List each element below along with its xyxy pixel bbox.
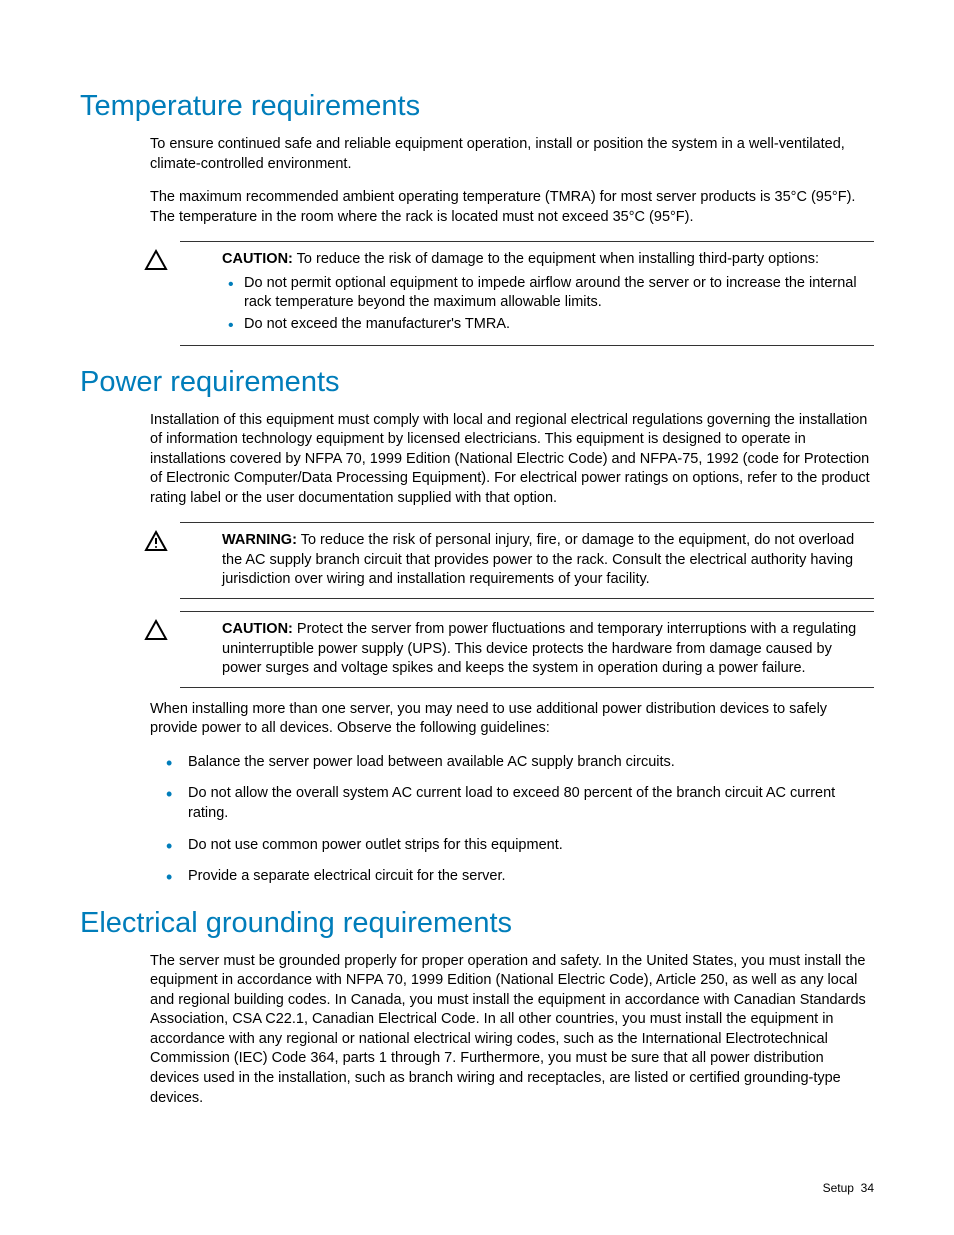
power-p1: Installation of this equipment must comp… bbox=[80, 411, 874, 509]
footer-section: Setup bbox=[823, 1181, 854, 1195]
temp-caution-box: CAUTION: To reduce the risk of damage to… bbox=[180, 241, 874, 345]
page-footer: Setup 34 bbox=[823, 1181, 874, 1195]
temp-caution-bullet: Do not permit optional equipment to impe… bbox=[244, 274, 874, 313]
caution-label: CAUTION: bbox=[222, 621, 293, 637]
power-p2: When installing more than one server, yo… bbox=[80, 700, 874, 739]
footer-page: 34 bbox=[861, 1181, 874, 1195]
grounding-p1: The server must be grounded properly for… bbox=[80, 952, 874, 1109]
temp-p2: The maximum recommended ambient operatin… bbox=[80, 188, 874, 227]
caution-label: CAUTION: bbox=[222, 251, 293, 267]
caution-icon bbox=[144, 618, 168, 642]
power-bullet: Do not use common power outlet strips fo… bbox=[188, 836, 874, 856]
caution-text: Protect the server from power fluctuatio… bbox=[222, 621, 856, 676]
caution-lead: To reduce the risk of damage to the equi… bbox=[297, 251, 819, 267]
heading-power: Power requirements bbox=[80, 366, 874, 399]
power-warning-box: WARNING: To reduce the risk of personal … bbox=[180, 522, 874, 599]
power-bullet: Balance the server power load between av… bbox=[188, 753, 874, 773]
temp-caution-bullet: Do not exceed the manufacturer's TMRA. bbox=[244, 315, 874, 335]
temp-p1: To ensure continued safe and reliable eq… bbox=[80, 135, 874, 174]
temp-caution-bullets: Do not permit optional equipment to impe… bbox=[222, 274, 874, 335]
warning-icon bbox=[144, 529, 168, 553]
power-bullet: Provide a separate electrical circuit fo… bbox=[188, 867, 874, 887]
power-bullet: Do not allow the overall system AC curre… bbox=[188, 784, 874, 823]
warning-label: WARNING: bbox=[222, 532, 297, 548]
warning-text: To reduce the risk of personal injury, f… bbox=[222, 532, 854, 587]
heading-grounding: Electrical grounding requirements bbox=[80, 907, 874, 940]
heading-temperature: Temperature requirements bbox=[80, 90, 874, 123]
power-caution-box: CAUTION: Protect the server from power f… bbox=[180, 611, 874, 688]
caution-icon bbox=[144, 248, 168, 272]
power-bullets: Balance the server power load between av… bbox=[80, 753, 874, 887]
